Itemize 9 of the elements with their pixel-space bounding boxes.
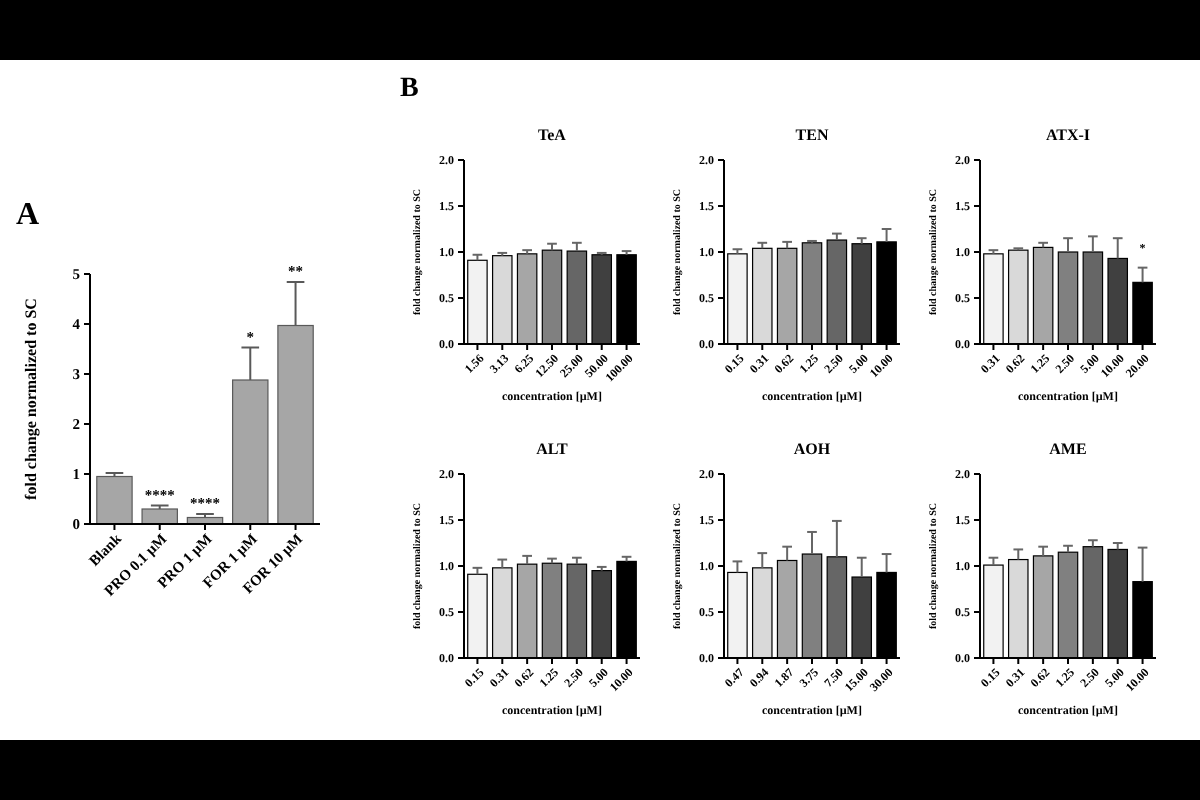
y-axis-title: fold change normalized to SC [22, 297, 40, 500]
chart-title: ALT [536, 440, 570, 458]
chart-title: ATX-I [1045, 126, 1091, 144]
chart-title: AME [1049, 440, 1087, 458]
chart-title: A [16, 198, 40, 232]
chart-title: TeA [538, 126, 567, 144]
text: B [400, 74, 419, 104]
chart-title: TEN [795, 126, 829, 144]
chart-title: AOH [793, 440, 832, 458]
